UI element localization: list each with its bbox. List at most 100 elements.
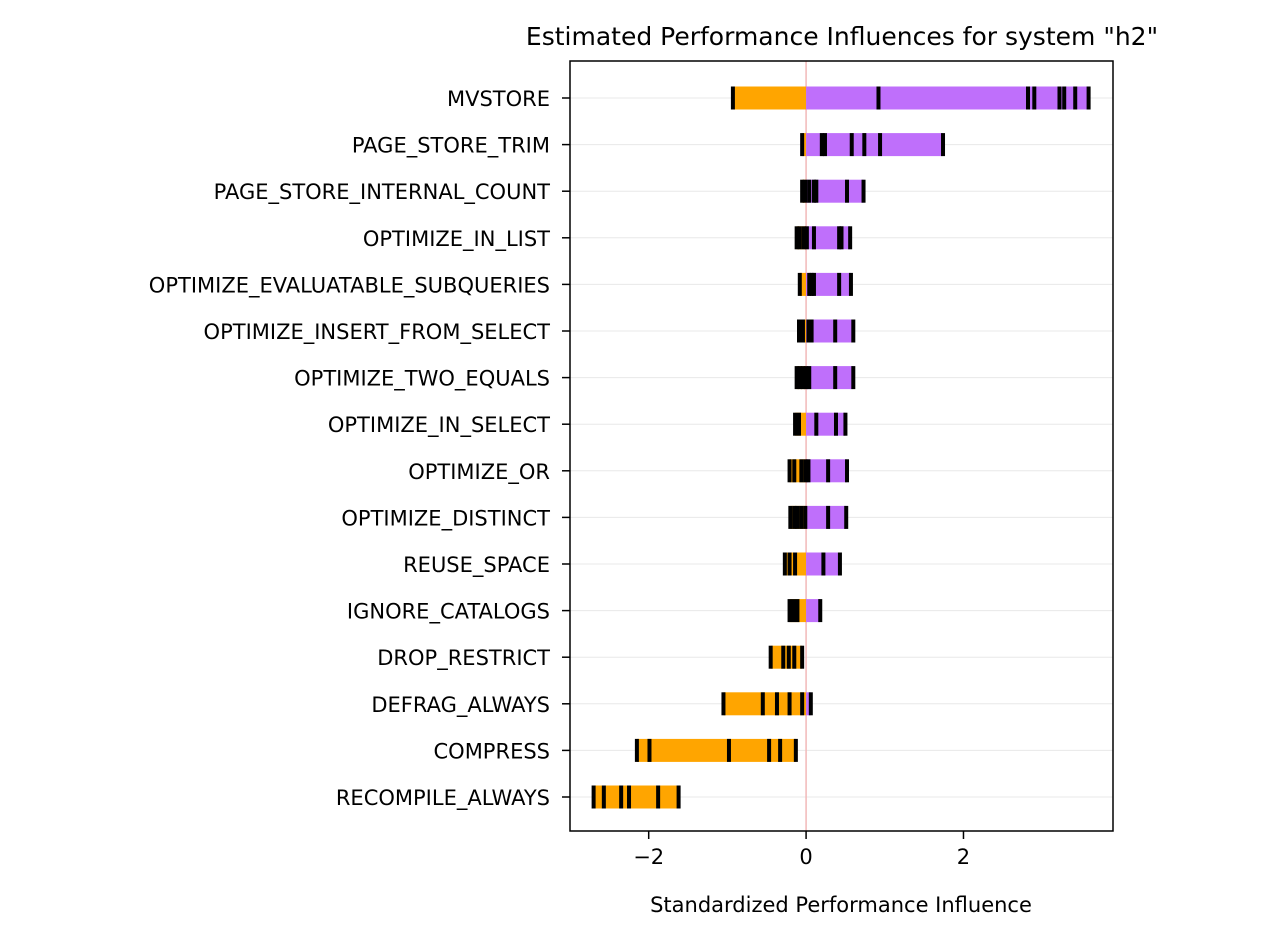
sample-marker [793, 412, 798, 436]
sample-marker [601, 785, 606, 809]
y-tick-label: OPTIMIZE_DISTINCT [341, 506, 550, 531]
sample-marker [839, 226, 844, 250]
sample-marker [822, 133, 827, 157]
bar-negative [593, 785, 679, 809]
sample-marker [792, 459, 797, 483]
y-tick-label: OPTIMIZE_INSERT_FROM_SELECT [204, 320, 551, 345]
sample-marker [845, 459, 850, 483]
sample-marker [774, 692, 779, 716]
sample-marker [826, 459, 831, 483]
y-tick-label: PAGE_STORE_INTERNAL_COUNT [214, 180, 551, 205]
x-axis-label: Standardized Performance Influence [650, 893, 1032, 917]
sample-marker [730, 86, 735, 110]
sample-marker [814, 179, 819, 203]
y-tick-label: PAGE_STORE_TRIM [352, 134, 550, 159]
sample-marker [795, 505, 800, 529]
y-tick-label: MVSTORE [447, 87, 550, 111]
sample-marker [843, 412, 848, 436]
y-tick-label: IGNORE_CATALOGS [347, 600, 550, 625]
sample-marker [849, 133, 854, 157]
y-tick-label: OPTIMIZE_OR [408, 460, 550, 485]
sample-marker [833, 366, 838, 390]
sample-marker [797, 272, 802, 296]
sample-marker [794, 226, 799, 250]
sample-marker [1057, 86, 1062, 110]
sample-marker [833, 319, 838, 343]
sample-marker [851, 366, 856, 390]
sample-marker [837, 272, 842, 296]
sample-marker [726, 738, 731, 762]
sample-marker [814, 412, 819, 436]
sample-marker [797, 319, 802, 343]
sample-marker [809, 272, 814, 296]
bar-positive [806, 86, 1089, 110]
y-tick-label: RECOMPILE_ALWAYS [336, 786, 550, 811]
sample-marker [804, 226, 809, 250]
sample-marker [819, 133, 824, 157]
sample-marker [807, 366, 812, 390]
sample-marker [788, 505, 793, 529]
sample-marker [808, 692, 813, 716]
sample-marker [1062, 86, 1067, 110]
bar-positive [806, 412, 846, 436]
bar-positive [806, 133, 944, 157]
sample-marker [878, 133, 883, 157]
bar-positive [806, 319, 854, 343]
sample-marker [833, 412, 838, 436]
sample-marker [804, 366, 809, 390]
sample-marker [800, 179, 805, 203]
sample-marker [656, 785, 661, 809]
sample-marker [811, 226, 816, 250]
sample-marker [803, 459, 808, 483]
sample-marker [941, 133, 946, 157]
sample-marker [647, 738, 652, 762]
sample-marker [794, 366, 799, 390]
bar-positive [806, 692, 811, 716]
sample-marker [803, 179, 808, 203]
sample-marker [791, 599, 796, 623]
sample-marker [800, 319, 805, 343]
sample-marker [795, 599, 800, 623]
sample-marker [800, 645, 805, 669]
sample-marker [806, 459, 811, 483]
x-tick-label: 2 [957, 845, 970, 869]
y-tick-label: DEFRAG_ALWAYS [371, 693, 550, 718]
sample-marker [799, 505, 804, 529]
sample-marker [787, 552, 792, 576]
sample-marker [792, 505, 797, 529]
chart-title: Estimated Performance Influences for sys… [526, 22, 1158, 51]
sample-marker [845, 179, 850, 203]
bars [591, 86, 1091, 809]
sample-marker [837, 226, 842, 250]
sample-marker [848, 272, 853, 296]
y-tick-label: OPTIMIZE_IN_SELECT [328, 413, 550, 438]
sample-marker [781, 645, 786, 669]
sample-marker [627, 785, 632, 809]
sample-marker [797, 226, 802, 250]
sample-marker [778, 738, 783, 762]
sample-marker [787, 599, 792, 623]
y-tick-label: OPTIMIZE_EVALUATABLE_SUBQUERIES [149, 273, 550, 298]
bar-positive [806, 599, 821, 623]
sample-marker [793, 738, 798, 762]
sample-marker [797, 366, 802, 390]
sample-marker [844, 505, 849, 529]
bar-negative [732, 86, 807, 110]
sample-marker [1086, 86, 1091, 110]
sample-marker [1026, 86, 1031, 110]
x-tick-label: −2 [633, 845, 664, 869]
sample-marker [803, 505, 808, 529]
sample-marker [876, 86, 881, 110]
y-tick-label: COMPRESS [434, 739, 551, 763]
sample-marker [800, 133, 805, 157]
sample-marker [800, 366, 805, 390]
sample-marker [1032, 86, 1037, 110]
y-tick-label: DROP_RESTRICT [377, 646, 550, 671]
y-tick-label: REUSE_SPACE [403, 553, 550, 578]
x-axis: −2 0 2 [633, 831, 970, 869]
sample-marker [811, 272, 816, 296]
sample-marker [801, 226, 806, 250]
sample-marker [1073, 86, 1078, 110]
sample-marker [807, 272, 812, 296]
y-tick-label: OPTIMIZE_TWO_EQUALS [294, 367, 550, 392]
